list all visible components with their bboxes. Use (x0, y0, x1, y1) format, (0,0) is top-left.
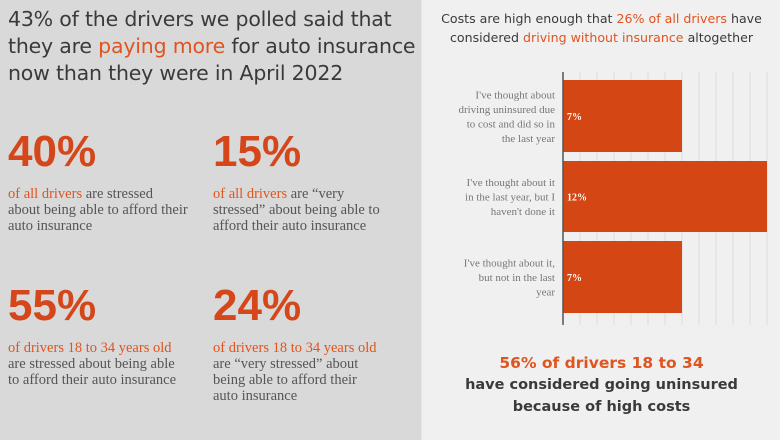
stat-value: 15% (213, 127, 302, 176)
footer-note: 56% of drivers 18 to 34 have considered … (422, 352, 780, 418)
stat-block: 15% of all drivers are “very stressed” a… (213, 127, 393, 235)
stat-text: are stressed about being able to afford … (8, 356, 177, 388)
right-panel: Costs are high enough that 26% of all dr… (421, 0, 780, 440)
stat-highlight: of all drivers (213, 186, 288, 202)
stat-value: 40% (8, 127, 97, 176)
stat-description: of drivers 18 to 34 years old are stress… (8, 340, 180, 388)
stat-highlight: of drivers 18 to 34 years old (8, 340, 172, 356)
footer-line: because of high costs (512, 399, 691, 415)
headline-text: 43% of the drivers we polled said that t… (8, 7, 392, 58)
stat-description: of all drivers are “very stressed” about… (213, 186, 393, 234)
stat-block: 24% of drivers 18 to 34 years old are “v… (213, 281, 385, 405)
bar-value-label: 12% (567, 193, 587, 204)
category-label: in the last year, but I (465, 192, 555, 204)
stat-highlight: of all drivers (8, 186, 83, 202)
category-label: to cost and did so in (467, 118, 556, 130)
category-label: year (536, 287, 555, 299)
headline: 43% of the drivers we polled said that t… (8, 6, 418, 87)
headline-highlight: paying more (98, 34, 225, 58)
left-panel: 43% of the drivers we polled said that t… (8, 6, 418, 405)
title-text: have considered (449, 11, 762, 45)
bar-value-label: 7% (567, 273, 582, 284)
category-label: driving uninsured due (458, 104, 555, 116)
category-label: haven't done it (491, 206, 555, 218)
footer-line: have considered going uninsured (465, 377, 738, 393)
headline-text-end: for auto insurance now than they were in… (8, 34, 416, 85)
stat-value: 55% (8, 281, 97, 330)
stat-block: 40% of all drivers are stressed about be… (8, 127, 188, 235)
footer-highlight: 56% of drivers 18 to 34 (499, 354, 704, 372)
category-label: the last year (502, 133, 555, 145)
bar (563, 80, 682, 152)
stat-block: 55% of drivers 18 to 34 years old are st… (8, 281, 180, 389)
bar (563, 241, 682, 313)
category-label: I've thought about (475, 89, 555, 101)
title-text: altogether (683, 30, 754, 45)
title-highlight: driving without insurance (523, 30, 684, 45)
stat-description: of all drivers are stressed about being … (8, 186, 188, 234)
chart-title: Costs are high enough that 26% of all dr… (422, 9, 780, 47)
bar-value-label: 7% (567, 112, 582, 123)
category-label: I've thought about it, (464, 258, 555, 270)
stat-highlight: of drivers 18 to 34 years old (213, 340, 377, 356)
stat-value: 24% (213, 281, 302, 330)
stat-text: are “very stressed” about being able to … (213, 356, 359, 404)
stat-text: are stressed about being able to afford … (8, 186, 188, 234)
bar-chart: 7% I've thought about driving uninsured du… (458, 72, 768, 325)
category-label: I've thought about it (467, 177, 555, 189)
bar (563, 161, 767, 232)
category-label: but not in the last (479, 272, 555, 284)
title-text: Costs are high enough that (441, 11, 617, 26)
stat-text: are “very stressed” about being able to … (213, 186, 380, 234)
stat-description: of drivers 18 to 34 years old are “very … (213, 340, 385, 404)
title-highlight: 26% of all drivers (616, 11, 727, 26)
